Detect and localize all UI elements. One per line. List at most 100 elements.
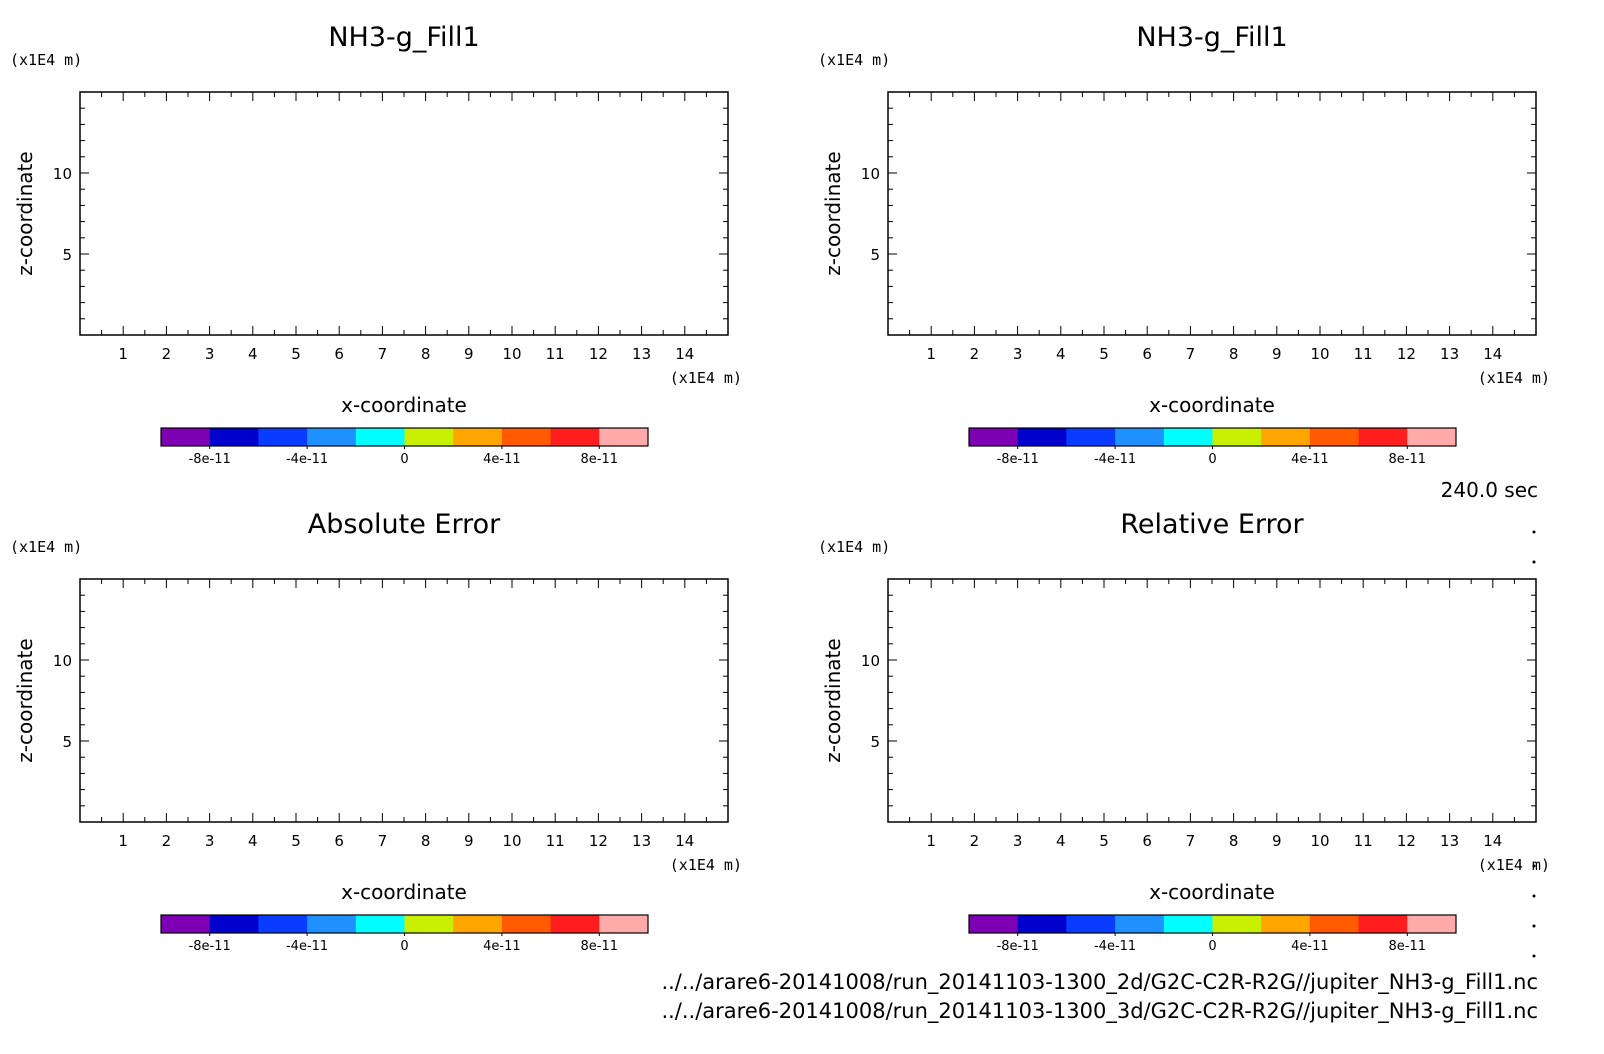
y-axis-label: z-coordinate [13, 638, 37, 762]
x-tick-label: 5 [291, 345, 301, 363]
x-tick-label: 14 [675, 345, 694, 363]
colorbar-tick-label: -8e-11 [189, 452, 231, 467]
chart-panel-4: Relative Error(x1E4 m)1 2 3 4 5 6 7 8 9 10 11 12 13 1… [818, 509, 1550, 954]
colorbar-tick-label: 4e-11 [483, 939, 521, 954]
colorbar-segment [1309, 428, 1360, 446]
x-tick-label: 11 [1354, 345, 1373, 363]
colorbar-segment [453, 915, 503, 933]
x-tick-label: 5 [1099, 832, 1109, 850]
colorbar-segment [1115, 915, 1165, 933]
x-tick-label: 13 [632, 832, 651, 850]
colorbar-segment [209, 428, 259, 446]
x-tick-label: 10 [502, 345, 521, 363]
colorbar-segment [453, 428, 503, 446]
chart-panel-1: NH3-g_Fill1(x1E4 m)1 2 3 4 5 6 7 8 9 10 11 12 13 1451… [10, 22, 742, 467]
panels-group: NH3-g_Fill1(x1E4 m)1 2 3 4 5 6 7 8 9 10 11 12 13 1451… [10, 22, 1550, 954]
x-tick-label: 2 [162, 832, 172, 850]
x-tick-label: 4 [248, 832, 258, 850]
x-tick-label: 4 [248, 345, 258, 363]
colorbar-segment [969, 915, 1019, 933]
x-tick-label: 7 [378, 832, 388, 850]
colorbar-tick-label: 4e-11 [483, 452, 521, 467]
x-tick-label: 1 [926, 832, 936, 850]
margin-dot [1532, 530, 1536, 534]
x-axis-unit: (x1E4 m) [1478, 369, 1550, 387]
x-tick-label: 5 [1099, 345, 1109, 363]
colorbar-segment [1407, 428, 1457, 446]
colorbar-segment [209, 915, 259, 933]
colorbar-segment [1261, 915, 1311, 933]
colorbar-tick-label: -8e-11 [997, 452, 1039, 467]
colorbar-segment [355, 915, 405, 933]
y-axis-unit: (x1E4 m) [818, 51, 890, 69]
colorbar-segment [1017, 428, 1067, 446]
x-tick-label: 12 [589, 832, 608, 850]
x-tick-label: 13 [1440, 832, 1459, 850]
colorbar-segment [1066, 915, 1116, 933]
x-axis-label: x-coordinate [1149, 393, 1275, 417]
x-tick-label: 6 [1142, 832, 1152, 850]
colorbar-tick-label: -4e-11 [1094, 939, 1136, 954]
x-tick-label: 7 [1186, 832, 1196, 850]
colorbar-segment [404, 915, 454, 933]
colorbar-segment [1407, 915, 1457, 933]
x-tick-label: 6 [1142, 345, 1152, 363]
margin-dot [1532, 894, 1536, 898]
x-tick-label: 3 [1013, 345, 1023, 363]
margin-dot [1532, 924, 1536, 928]
y-tick-label: 10 [53, 165, 72, 183]
y-axis-unit: (x1E4 m) [10, 538, 82, 556]
colorbar-tick-label: 4e-11 [1291, 452, 1329, 467]
x-tick-label: 13 [1440, 345, 1459, 363]
chart-title: NH3-g_Fill1 [1136, 22, 1287, 53]
colorbar-tick-label: 0 [400, 452, 408, 467]
chart-panel-2: NH3-g_Fill1(x1E4 m)1 2 3 4 5 6 7 8 9 10 11 12 13 1451… [818, 22, 1550, 467]
y-tick-label: 10 [861, 165, 880, 183]
y-axis-unit: (x1E4 m) [818, 538, 890, 556]
x-axis-label: x-coordinate [1149, 880, 1275, 904]
plot-frame [79, 91, 729, 336]
chart-title: NH3-g_Fill1 [328, 22, 479, 53]
colorbar-tick-label: 8e-11 [1389, 452, 1427, 467]
x-tick-label: 14 [1483, 345, 1502, 363]
x-tick-label: 1 [118, 832, 128, 850]
x-tick-label: 8 [421, 832, 431, 850]
x-tick-label: 2 [970, 832, 980, 850]
x-tick-label: 12 [589, 345, 608, 363]
plot-frame [887, 578, 1537, 823]
y-tick-label: 10 [861, 652, 880, 670]
time-label: 240.0 sec [1441, 478, 1538, 502]
colorbar-segment [1358, 915, 1408, 933]
colorbar-tick-label: 0 [1208, 452, 1216, 467]
colorbar-tick-label: -8e-11 [997, 939, 1039, 954]
y-axis-unit: (x1E4 m) [10, 51, 82, 69]
colorbar-segment [404, 428, 454, 446]
x-tick-label: 14 [1483, 832, 1502, 850]
x-tick-label: 9 [1272, 832, 1282, 850]
y-tick-label: 5 [870, 246, 880, 264]
x-tick-label: 2 [970, 345, 980, 363]
x-tick-label: 11 [546, 832, 565, 850]
x-tick-label: 13 [632, 345, 651, 363]
x-tick-label: 12 [1397, 345, 1416, 363]
colorbar-tick-label: -8e-11 [189, 939, 231, 954]
colorbar-tick-label: -4e-11 [286, 452, 328, 467]
x-tick-label: 6 [334, 345, 344, 363]
colorbar-segment [501, 915, 552, 933]
x-tick-label: 4 [1056, 832, 1066, 850]
colorbar-segment [1212, 915, 1262, 933]
y-tick-label: 10 [53, 652, 72, 670]
colorbar-segment [550, 915, 600, 933]
x-tick-label: 3 [205, 832, 215, 850]
colorbar-segment [599, 915, 649, 933]
chart-title: Absolute Error [308, 509, 501, 540]
colorbar-tick-label: 0 [400, 939, 408, 954]
colorbar-segment [161, 428, 211, 446]
y-axis-label: z-coordinate [821, 151, 845, 275]
x-tick-label: 12 [1397, 832, 1416, 850]
colorbar-segment [1309, 915, 1360, 933]
x-tick-label: 5 [291, 832, 301, 850]
colorbar-tick-label: -4e-11 [1094, 452, 1136, 467]
plot-frame [79, 578, 729, 823]
colorbar-segment [1066, 428, 1116, 446]
